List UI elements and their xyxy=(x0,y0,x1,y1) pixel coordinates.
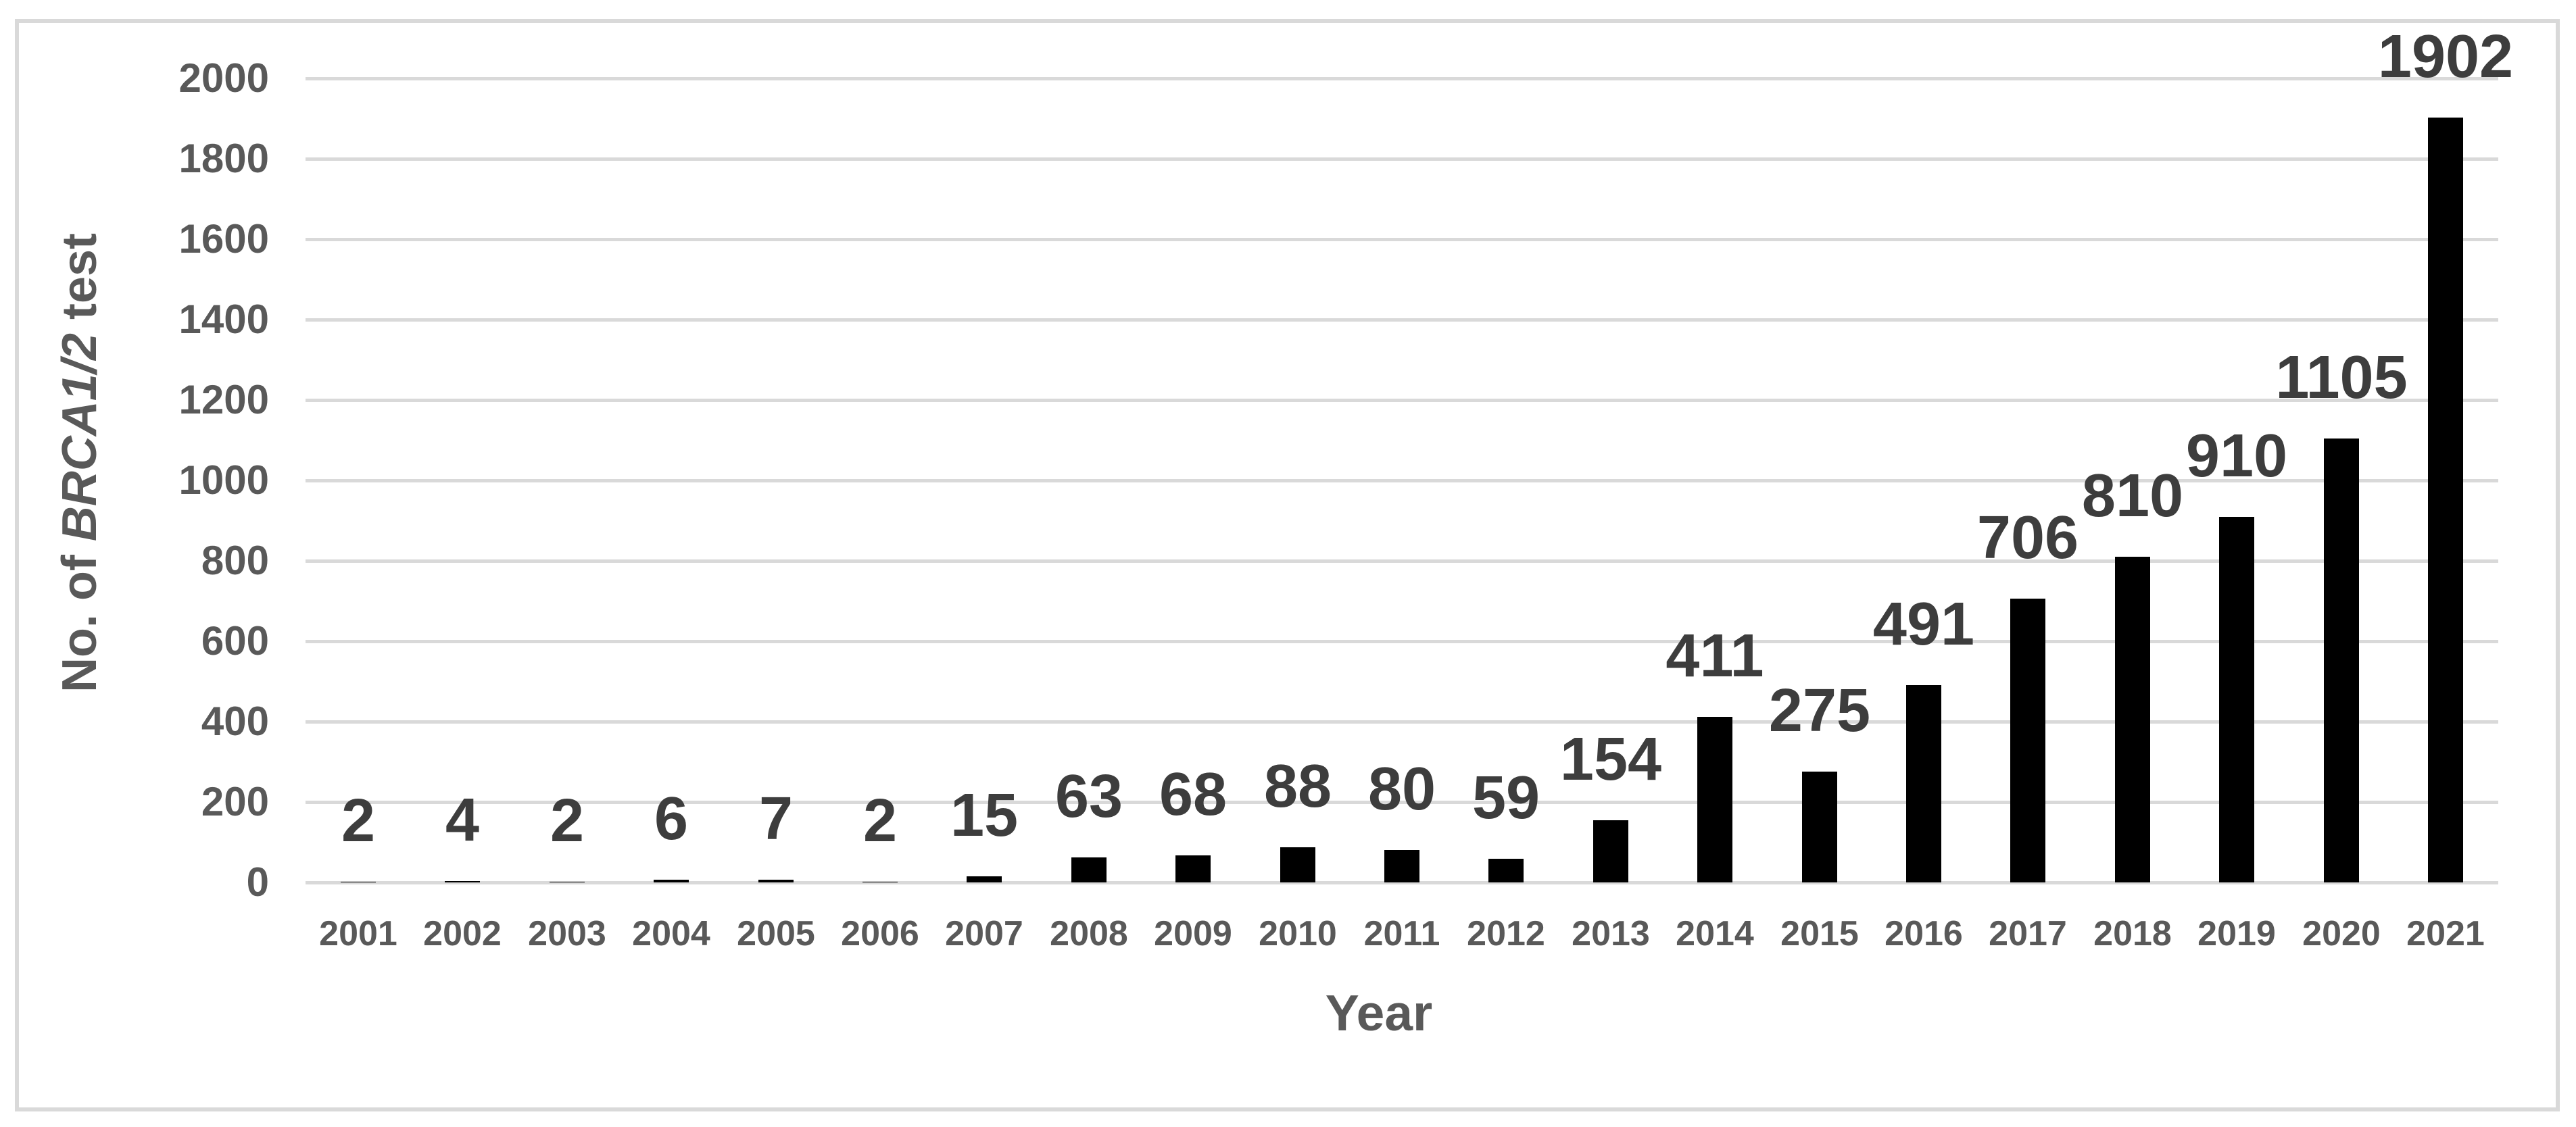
y-tick-label-1600: 1600 xyxy=(178,216,269,261)
bar-2002 xyxy=(445,881,480,882)
bar-2019 xyxy=(2219,517,2254,882)
x-tick-label-2017: 2017 xyxy=(1989,914,2067,953)
gridline-600 xyxy=(306,640,2498,643)
data-label-2001: 2 xyxy=(341,787,376,855)
bar-2012 xyxy=(1488,859,1524,882)
bar-2011 xyxy=(1384,850,1419,882)
y-tick-label-200: 200 xyxy=(201,779,269,824)
data-label-2002: 4 xyxy=(445,786,480,854)
x-tick-label-2007: 2007 xyxy=(945,914,1023,953)
x-tick-label-2001: 2001 xyxy=(319,914,397,953)
data-label-2020: 1105 xyxy=(2275,344,2408,411)
data-label-2021: 1902 xyxy=(2377,23,2514,91)
bar-2018 xyxy=(2115,557,2150,882)
y-tick-label-800: 800 xyxy=(201,538,269,583)
x-axis-title: Year xyxy=(1325,984,1433,1041)
x-tick-label-2016: 2016 xyxy=(1885,914,1963,953)
bar-2004 xyxy=(654,880,689,882)
data-label-2005: 7 xyxy=(758,785,794,853)
data-label-2003: 2 xyxy=(550,787,585,855)
data-label-2012: 59 xyxy=(1472,764,1540,832)
gridline-2000 xyxy=(306,77,2498,80)
bar-2017 xyxy=(2010,599,2045,882)
data-label-2009: 68 xyxy=(1159,761,1228,828)
bar-2010 xyxy=(1280,847,1315,882)
x-tick-label-2006: 2006 xyxy=(841,914,919,953)
x-tick-label-2004: 2004 xyxy=(632,914,710,953)
gridline-1200 xyxy=(306,399,2498,402)
data-label-2017: 706 xyxy=(1976,504,2079,572)
bar-2016 xyxy=(1906,685,1941,882)
data-label-2004: 6 xyxy=(654,785,689,853)
x-tick-label-2003: 2003 xyxy=(528,914,606,953)
x-tick-label-2009: 2009 xyxy=(1154,914,1232,953)
x-tick-label-2015: 2015 xyxy=(1780,914,1859,953)
data-label-2019: 910 xyxy=(2185,422,2288,490)
x-tick-label-2002: 2002 xyxy=(423,914,502,953)
y-tick-label-400: 400 xyxy=(201,699,269,744)
gridline-0 xyxy=(306,881,2498,884)
gridline-1600 xyxy=(306,238,2498,241)
x-tick-label-2018: 2018 xyxy=(2093,914,2172,953)
gridline-800 xyxy=(306,559,2498,563)
bar-2007 xyxy=(967,876,1002,882)
gridline-1400 xyxy=(306,318,2498,322)
data-label-2015: 275 xyxy=(1768,677,1871,745)
y-tick-label-1800: 1800 xyxy=(178,136,269,181)
gridline-200 xyxy=(306,801,2498,804)
x-tick-label-2021: 2021 xyxy=(2406,914,2485,953)
gridline-1800 xyxy=(306,157,2498,161)
y-tick-label-1000: 1000 xyxy=(178,457,269,503)
data-label-2010: 88 xyxy=(1263,753,1332,820)
y-tick-label-1400: 1400 xyxy=(178,297,269,342)
y-tick-label-2000: 2000 xyxy=(178,55,269,101)
x-tick-label-2005: 2005 xyxy=(737,914,815,953)
x-tick-label-2010: 2010 xyxy=(1259,914,1337,953)
data-label-2018: 810 xyxy=(2081,462,2184,530)
bar-2020 xyxy=(2324,439,2359,882)
x-tick-label-2019: 2019 xyxy=(2197,914,2276,953)
bar-2013 xyxy=(1593,820,1628,882)
bar-2014 xyxy=(1697,717,1732,882)
gridline-1000 xyxy=(306,479,2498,482)
data-label-2011: 80 xyxy=(1367,755,1436,823)
y-tick-label-1200: 1200 xyxy=(178,377,269,422)
gridline-400 xyxy=(306,720,2498,724)
bar-2008 xyxy=(1071,857,1107,882)
bar-2021 xyxy=(2428,118,2463,882)
y-tick-label-0: 0 xyxy=(246,859,269,905)
x-tick-label-2020: 2020 xyxy=(2302,914,2381,953)
data-label-2006: 2 xyxy=(862,787,898,855)
x-tick-label-2013: 2013 xyxy=(1572,914,1650,953)
bar-2005 xyxy=(758,880,794,882)
data-label-2008: 63 xyxy=(1054,763,1123,830)
data-label-2007: 15 xyxy=(950,782,1019,849)
x-tick-label-2008: 2008 xyxy=(1050,914,1128,953)
bar-2009 xyxy=(1175,855,1211,882)
x-tick-label-2014: 2014 xyxy=(1676,914,1754,953)
x-tick-label-2011: 2011 xyxy=(1363,914,1440,953)
data-label-2013: 154 xyxy=(1559,726,1662,793)
data-label-2014: 411 xyxy=(1666,622,1764,690)
data-label-2016: 491 xyxy=(1872,591,1975,658)
x-tick-label-2012: 2012 xyxy=(1467,914,1545,953)
y-tick-label-600: 600 xyxy=(201,618,269,663)
figure-border xyxy=(15,19,2560,1111)
bar-2015 xyxy=(1802,772,1837,882)
